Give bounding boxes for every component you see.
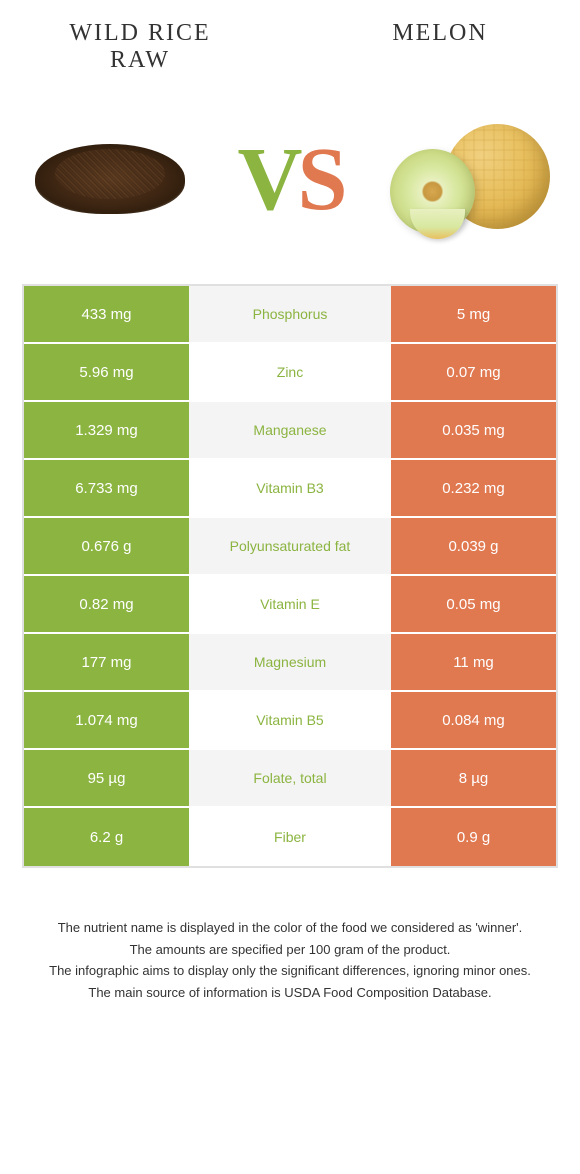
title-right: MELON bbox=[350, 20, 530, 74]
cell-left-value: 0.82 mg bbox=[24, 576, 189, 632]
cell-right-value: 0.07 mg bbox=[391, 344, 556, 400]
cell-nutrient-label: Folate, total bbox=[189, 750, 391, 806]
cell-nutrient-label: Magnesium bbox=[189, 634, 391, 690]
cell-left-value: 433 mg bbox=[24, 286, 189, 342]
cell-left-value: 177 mg bbox=[24, 634, 189, 690]
cell-left-value: 5.96 mg bbox=[24, 344, 189, 400]
cell-right-value: 0.084 mg bbox=[391, 692, 556, 748]
header: WILD RICERAW MELON bbox=[0, 0, 580, 84]
wild-rice-image bbox=[25, 114, 195, 244]
cell-left-value: 6.2 g bbox=[24, 808, 189, 866]
cell-nutrient-label: Manganese bbox=[189, 402, 391, 458]
cell-left-value: 1.329 mg bbox=[24, 402, 189, 458]
footer-notes: The nutrient name is displayed in the co… bbox=[0, 868, 580, 1024]
table-row: 0.676 gPolyunsaturated fat0.039 g bbox=[24, 518, 556, 576]
table-row: 1.074 mgVitamin B50.084 mg bbox=[24, 692, 556, 750]
melon-image bbox=[385, 114, 555, 244]
table-row: 6.2 gFiber0.9 g bbox=[24, 808, 556, 866]
cell-right-value: 0.9 g bbox=[391, 808, 556, 866]
table-row: 433 mgPhosphorus5 mg bbox=[24, 286, 556, 344]
table-row: 6.733 mgVitamin B30.232 mg bbox=[24, 460, 556, 518]
vs-label: VS bbox=[237, 128, 342, 231]
cell-right-value: 8 µg bbox=[391, 750, 556, 806]
cell-right-value: 0.05 mg bbox=[391, 576, 556, 632]
cell-left-value: 0.676 g bbox=[24, 518, 189, 574]
infographic-container: WILD RICERAW MELON VS 433 mgPhosphorus5 … bbox=[0, 0, 580, 1024]
cell-right-value: 5 mg bbox=[391, 286, 556, 342]
cell-nutrient-label: Polyunsaturated fat bbox=[189, 518, 391, 574]
title-left: WILD RICERAW bbox=[50, 20, 230, 74]
table-row: 177 mgMagnesium11 mg bbox=[24, 634, 556, 692]
cell-right-value: 11 mg bbox=[391, 634, 556, 690]
cell-nutrient-label: Vitamin B3 bbox=[189, 460, 391, 516]
cell-right-value: 0.039 g bbox=[391, 518, 556, 574]
cell-right-value: 0.232 mg bbox=[391, 460, 556, 516]
cell-left-value: 6.733 mg bbox=[24, 460, 189, 516]
table-row: 0.82 mgVitamin E0.05 mg bbox=[24, 576, 556, 634]
cell-right-value: 0.035 mg bbox=[391, 402, 556, 458]
cell-nutrient-label: Vitamin E bbox=[189, 576, 391, 632]
cell-left-value: 1.074 mg bbox=[24, 692, 189, 748]
vs-s: S bbox=[297, 130, 342, 229]
cell-left-value: 95 µg bbox=[24, 750, 189, 806]
images-row: VS bbox=[0, 84, 580, 284]
cell-nutrient-label: Fiber bbox=[189, 808, 391, 866]
table-row: 95 µgFolate, total8 µg bbox=[24, 750, 556, 808]
nutrient-table: 433 mgPhosphorus5 mg5.96 mgZinc0.07 mg1.… bbox=[22, 284, 558, 868]
footer-line: The amounts are specified per 100 gram o… bbox=[30, 940, 550, 960]
table-row: 1.329 mgManganese0.035 mg bbox=[24, 402, 556, 460]
cell-nutrient-label: Zinc bbox=[189, 344, 391, 400]
cell-nutrient-label: Phosphorus bbox=[189, 286, 391, 342]
table-row: 5.96 mgZinc0.07 mg bbox=[24, 344, 556, 402]
footer-line: The main source of information is USDA F… bbox=[30, 983, 550, 1003]
footer-line: The infographic aims to display only the… bbox=[30, 961, 550, 981]
footer-line: The nutrient name is displayed in the co… bbox=[30, 918, 550, 938]
cell-nutrient-label: Vitamin B5 bbox=[189, 692, 391, 748]
vs-v: V bbox=[237, 130, 297, 229]
